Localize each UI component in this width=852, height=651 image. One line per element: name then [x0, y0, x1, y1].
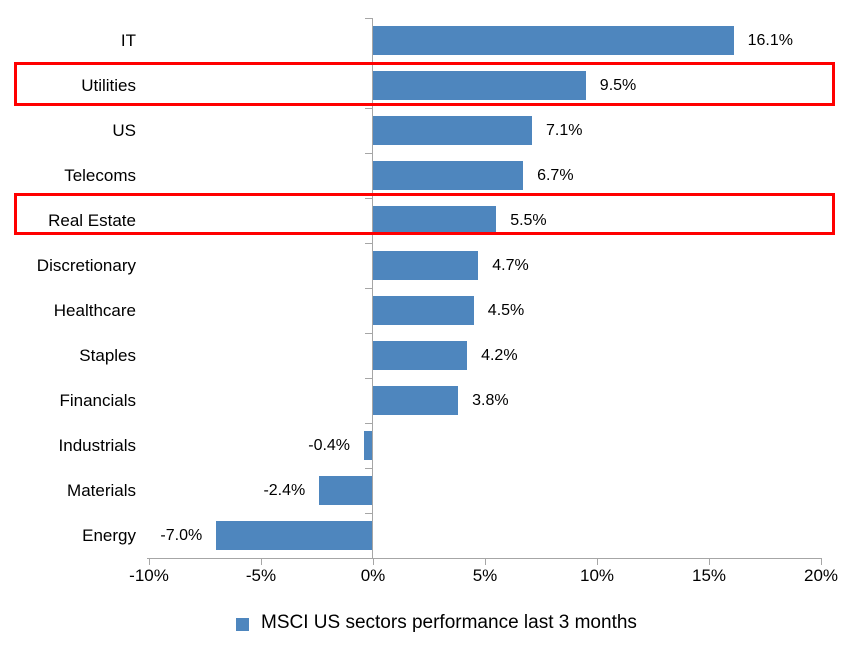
y-axis-tick [365, 288, 372, 289]
value-label: -7.0% [160, 527, 203, 544]
category-label: Staples [79, 346, 136, 365]
bar [373, 206, 497, 235]
x-axis-line [147, 558, 821, 559]
x-axis-tick [149, 558, 150, 565]
value-label: 6.7% [537, 167, 574, 184]
bar [373, 251, 479, 280]
value-label: 7.1% [546, 122, 583, 139]
legend-swatch-icon [236, 617, 249, 631]
x-axis-tick [597, 558, 598, 565]
category-label: Utilities [81, 76, 136, 95]
value-label: 4.7% [492, 257, 529, 274]
x-tick-label: 5% [472, 566, 498, 585]
category-label: Energy [82, 526, 136, 545]
category-label: Real Estate [48, 211, 136, 230]
x-tick-label: 0% [360, 566, 386, 585]
bar [373, 26, 734, 55]
y-axis-tick [365, 108, 372, 109]
x-axis-tick [709, 558, 710, 565]
category-label: Materials [67, 481, 136, 500]
y-axis-tick [365, 468, 372, 469]
y-axis-line [372, 18, 373, 558]
y-axis-tick [365, 423, 372, 424]
bar [373, 71, 586, 100]
x-axis-tick [373, 558, 374, 565]
category-label: Healthcare [53, 301, 136, 320]
value-label: 4.5% [487, 302, 525, 319]
y-axis-tick [365, 18, 372, 19]
category-label: Telecoms [64, 166, 136, 185]
category-label: US [112, 121, 136, 140]
value-label: 16.1% [747, 32, 793, 49]
value-label: 5.5% [510, 212, 547, 229]
x-axis-tick [261, 558, 262, 565]
y-axis-tick [365, 63, 372, 64]
y-axis-tick [365, 513, 372, 514]
x-tick-label: 20% [803, 566, 839, 585]
y-axis-tick [365, 243, 372, 244]
y-axis-tick [365, 333, 372, 334]
value-label: 9.5% [599, 77, 637, 94]
bar [216, 521, 373, 550]
x-axis-tick [485, 558, 486, 565]
y-axis-tick [365, 198, 372, 199]
x-tick-label: 10% [579, 566, 615, 585]
value-label: -0.4% [308, 437, 351, 454]
x-axis-tick [821, 558, 822, 565]
bar [373, 116, 533, 145]
bar [319, 476, 373, 505]
y-axis-tick [365, 378, 372, 379]
bar [373, 296, 474, 325]
x-tick-label: 15% [691, 566, 727, 585]
x-tick-label: -5% [245, 566, 277, 585]
value-label: 4.2% [481, 347, 518, 364]
category-label: IT [120, 31, 136, 50]
value-label: -2.4% [263, 482, 306, 499]
legend: MSCI US sectors performance last 3 month… [236, 612, 637, 634]
bar [373, 386, 459, 415]
bar [373, 161, 524, 190]
category-label: Financials [59, 391, 136, 410]
x-tick-label: -10% [129, 566, 169, 585]
bar [364, 431, 373, 460]
y-axis-tick [365, 153, 372, 154]
legend-label: MSCI US sectors performance last 3 month… [261, 612, 637, 633]
value-label: 3.8% [472, 392, 509, 409]
category-label: Industrials [58, 436, 136, 455]
category-label: Discretionary [36, 256, 136, 275]
bar [373, 341, 468, 370]
